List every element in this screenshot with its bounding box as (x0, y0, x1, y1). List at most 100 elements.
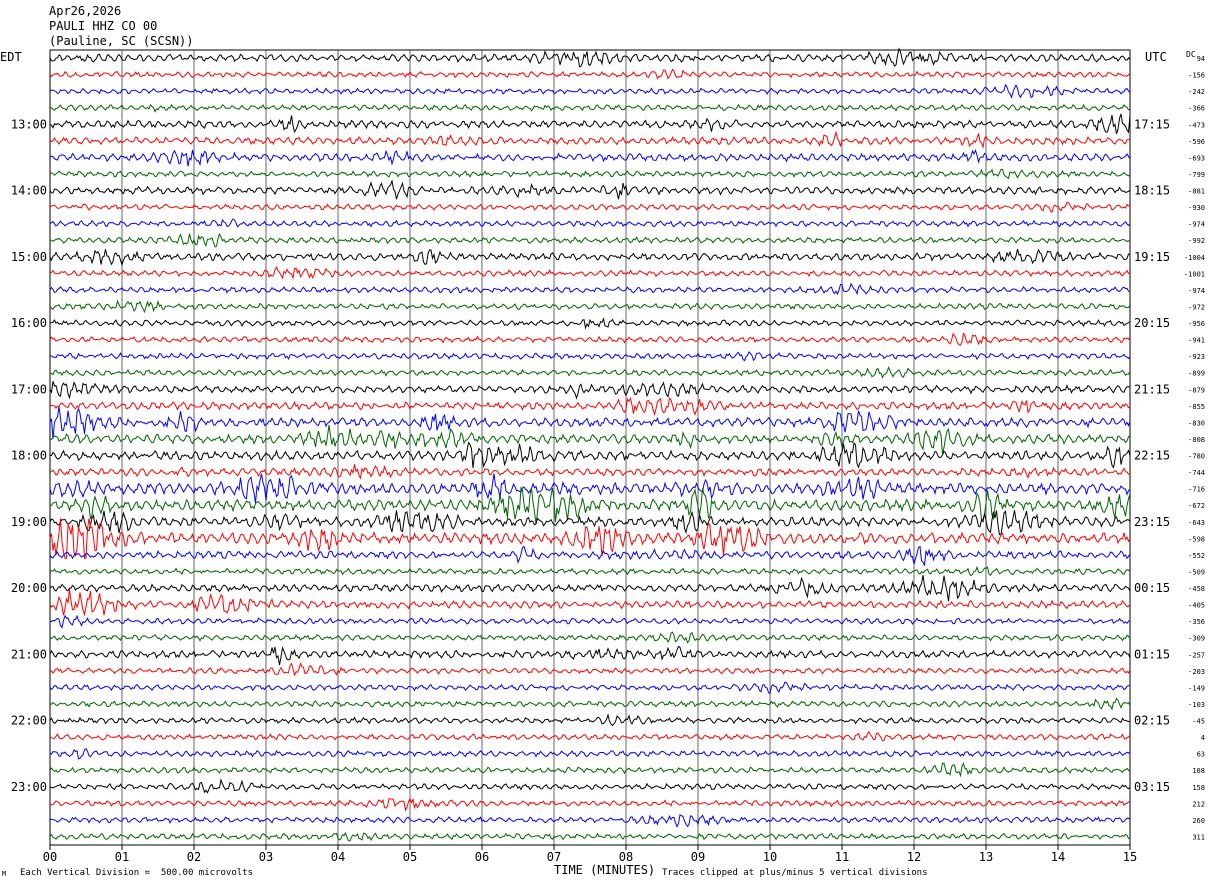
seismic-trace (49, 681, 1131, 695)
header-station: PAULI HHZ CO 00 (49, 19, 158, 33)
dc-offset-label: -1004 (1184, 254, 1205, 262)
seismic-trace (49, 797, 1131, 812)
x-tick-label: 03 (259, 850, 273, 864)
seismic-trace (49, 179, 1131, 200)
seismic-trace (49, 266, 1131, 280)
axis-labels: 00 01 02 03 04 05 06 07 08 09 10 11 12 13 14 15 94 -156 -2… (11, 55, 1205, 864)
header-date: Apr26,2026 (49, 4, 122, 18)
seismic-trace (49, 464, 1131, 480)
seismic-trace (49, 762, 1131, 778)
x-tick-label: 15 (1123, 850, 1137, 864)
left-hour-label: 16:00 (11, 316, 47, 330)
seismic-trace (50, 441, 1131, 469)
dc-offset-label: -923 (1188, 353, 1205, 361)
dc-offset-label: 260 (1192, 817, 1205, 825)
seismic-trace (49, 831, 1131, 842)
seismic-trace (49, 381, 1131, 400)
seismic-trace (49, 713, 1131, 727)
seismic-trace (49, 747, 1131, 760)
seismic-trace (49, 47, 1131, 68)
seismic-trace (49, 486, 1131, 525)
right-hour-label: 00:15 (1134, 581, 1170, 595)
header-location: (Pauline, SC (SCSN)) (49, 34, 194, 48)
left-hour-label: 17:00 (11, 382, 47, 396)
dc-offset-label: 108 (1192, 767, 1205, 775)
dc-offset-label: -356 (1188, 618, 1205, 626)
x-tick-label: 11 (835, 850, 849, 864)
dc-offset-label: -941 (1188, 337, 1205, 345)
plot-frame (49, 49, 1131, 846)
dc-offset-label: -879 (1188, 386, 1205, 394)
x-tick-label: 04 (331, 850, 345, 864)
right-hour-label: 19:15 (1134, 250, 1170, 264)
dc-offset-label: -808 (1188, 436, 1205, 444)
dc-offset-label: 94 (1197, 55, 1205, 63)
clip-note: Traces clipped at plus/minus 5 vertical … (662, 868, 928, 878)
dc-offset-label: -972 (1188, 303, 1205, 311)
x-tick-label: 07 (547, 850, 561, 864)
seismogram-traces (49, 47, 1131, 842)
x-tick-label: 12 (907, 850, 921, 864)
left-hour-label: 14:00 (11, 184, 47, 198)
right-hour-label: 02:15 (1134, 714, 1170, 728)
seismic-trace (49, 518, 1131, 559)
left-hour-label: 20:00 (11, 581, 47, 595)
right-hour-label: 18:15 (1134, 184, 1170, 198)
seismic-trace (49, 473, 1131, 504)
right-hour-label: 20:15 (1134, 316, 1170, 330)
dc-offset-label: -855 (1188, 403, 1205, 411)
left-hour-label: 15:00 (11, 250, 47, 264)
dc-offset-label: -257 (1188, 651, 1205, 659)
dc-offset-label: 63 (1197, 751, 1205, 759)
seismic-trace (49, 396, 1131, 417)
dc-offset-label: 212 (1192, 800, 1205, 808)
dc-offset-label: -716 (1188, 486, 1205, 494)
dc-offset-label: 158 (1192, 784, 1205, 792)
dc-offset-label: 4 (1201, 734, 1205, 742)
dc-offset-label: -156 (1188, 72, 1205, 80)
left-hour-label: 23:00 (11, 780, 47, 794)
dc-offset-label: -974 (1188, 221, 1205, 229)
seismic-trace (49, 662, 1131, 677)
seismic-trace (49, 575, 1131, 602)
corner-mark: M (2, 870, 7, 878)
x-axis-title: TIME (MINUTES) (554, 863, 656, 877)
left-hour-label: 21:00 (11, 647, 47, 661)
right-timezone-label: UTC (1145, 50, 1167, 64)
dc-offset-label: -45 (1192, 718, 1205, 726)
dc-offset-label: 311 (1192, 833, 1205, 841)
x-tick-label: 05 (403, 850, 417, 864)
dc-offset-label: -974 (1188, 287, 1205, 295)
x-tick-label: 06 (475, 850, 489, 864)
seismic-trace (49, 130, 1131, 150)
dc-offset-label: -366 (1188, 105, 1205, 113)
dc-offset-label: -1001 (1184, 270, 1205, 278)
right-hour-label: 23:15 (1134, 515, 1170, 529)
dc-offset-label: -405 (1188, 602, 1205, 610)
dc-offset-label: -992 (1188, 237, 1205, 245)
dc-offset-label: -899 (1188, 370, 1205, 378)
x-tick-label: 13 (979, 850, 993, 864)
dc-offset-label: -744 (1188, 469, 1205, 477)
left-timezone-label: EDT (0, 50, 22, 64)
x-tick-label: 14 (1051, 850, 1065, 864)
dc-offset-label: -458 (1188, 585, 1205, 593)
x-tick-label: 02 (187, 850, 201, 864)
seismic-trace (49, 218, 1131, 228)
right-hour-label: 21:15 (1134, 382, 1170, 396)
x-tick-label: 10 (763, 850, 777, 864)
left-hour-label: 13:00 (11, 117, 47, 131)
dc-offset-label: -799 (1188, 171, 1205, 179)
right-hour-label: 22:15 (1134, 449, 1170, 463)
dc-offset-label: -103 (1188, 701, 1205, 709)
seismic-trace (49, 148, 1131, 167)
seismic-trace (49, 103, 1131, 113)
left-hour-label: 18:00 (11, 449, 47, 463)
seismic-trace (49, 424, 1131, 454)
seismic-trace (49, 331, 1131, 346)
right-hour-label: 03:15 (1134, 780, 1170, 794)
seismic-trace (49, 778, 1131, 794)
x-tick-label: 01 (115, 850, 129, 864)
dc-label: DC (1186, 50, 1196, 59)
left-hour-label: 22:00 (11, 714, 47, 728)
